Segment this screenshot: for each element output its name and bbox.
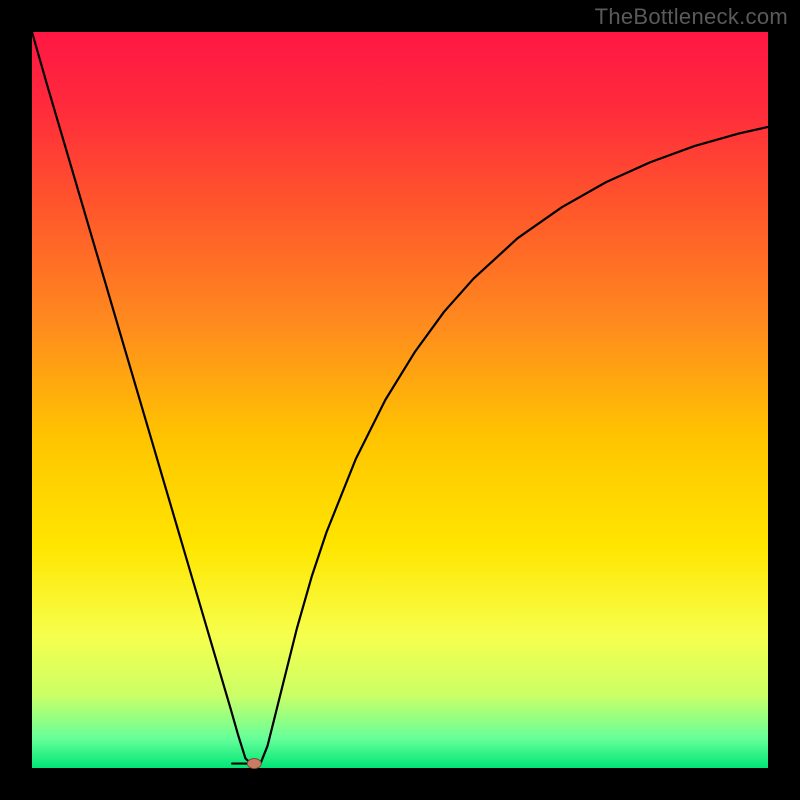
min-marker [247,759,261,769]
chart-stage: TheBottleneck.com [0,0,800,800]
watermark-text: TheBottleneck.com [595,4,788,30]
bottleneck-chart [0,0,800,800]
plot-area [32,32,768,768]
